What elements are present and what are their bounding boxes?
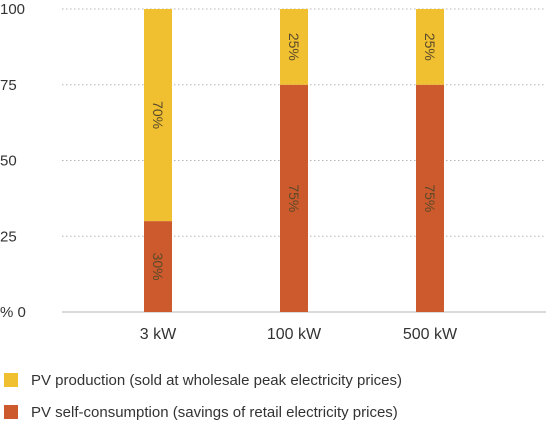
bar-self-consumption-2 (416, 84, 444, 312)
legend-item-pv-self-consumption: PV self-consumption (savings of retail e… (4, 402, 402, 422)
bars: 30% 70% 75% 25% 75% 25% (144, 9, 444, 312)
data-label-production-2: 25% (422, 33, 438, 61)
y-tick-label-75: 75 (0, 77, 17, 94)
bar-production-2 (416, 9, 444, 85)
bar-self-consumption-0 (144, 221, 172, 312)
legend: PV production (sold at wholesale peak el… (4, 370, 402, 434)
data-label-self-consumption-2: 75% (422, 184, 438, 212)
x-category-label-2: 500 kW (403, 326, 458, 343)
bar-self-consumption-1 (280, 84, 308, 312)
legend-label-pv-self-consumption: PV self-consumption (savings of retail e… (31, 403, 398, 421)
y-axis-tick-labels: % 0 25 50 75 100 (0, 1, 26, 321)
data-label-self-consumption-0: 30% (150, 253, 166, 281)
data-label-production-0: 70% (150, 101, 166, 129)
legend-label-pv-production: PV production (sold at wholesale peak el… (31, 371, 403, 389)
stacked-bar-chart: 30% 70% 75% 25% 75% 25% % 0 25 50 75 100 3 kW 100 … (0, 1, 546, 343)
x-axis-category-labels: 3 kW 100 kW 500 kW (140, 326, 458, 343)
x-category-label-0: 3 kW (140, 326, 177, 343)
legend-swatch-pv-self-consumption (4, 405, 18, 419)
bar-production-1 (280, 9, 308, 85)
data-label-production-1: 25% (286, 33, 302, 61)
bar-production-0 (144, 9, 172, 222)
legend-swatch-pv-production (4, 373, 18, 387)
data-label-self-consumption-1: 75% (286, 184, 302, 212)
legend-item-pv-production: PV production (sold at wholesale peak el… (4, 370, 402, 390)
y-tick-label-100: 100 (0, 1, 25, 18)
y-tick-label-0: % 0 (0, 304, 26, 321)
x-category-label-1: 100 kW (267, 326, 322, 343)
y-tick-label-25: 25 (0, 228, 17, 245)
y-tick-label-50: 50 (0, 153, 17, 170)
